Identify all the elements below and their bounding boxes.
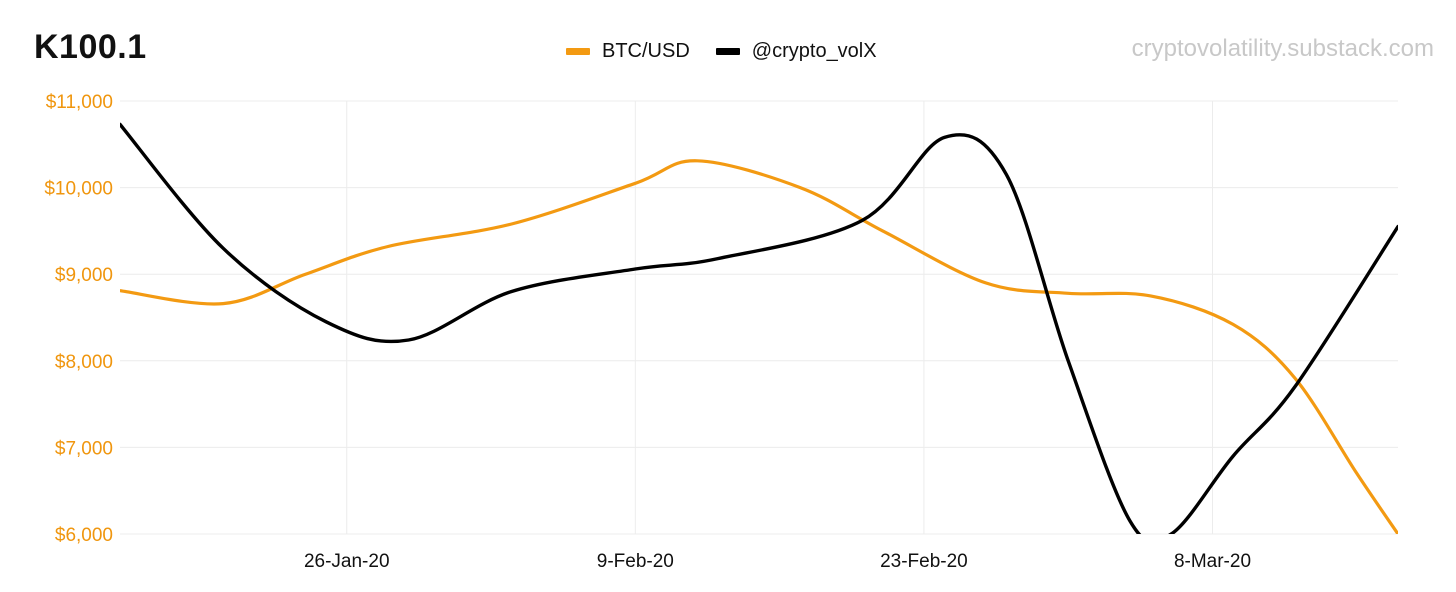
legend-item-volx: @crypto_volX [715, 40, 877, 63]
legend-swatch-btc [566, 48, 590, 55]
y-tick-label: $7,000 [55, 438, 113, 459]
watermark: cryptovolatility.substack.com [1131, 35, 1434, 62]
y-tick-label: $11,000 [46, 92, 113, 113]
legend-item-btc: BTC/USD [566, 40, 690, 63]
series-line-crypto-volx [120, 122, 1398, 534]
y-tick-label: $6,000 [55, 525, 113, 546]
y-tick-label: $9,000 [55, 265, 113, 286]
series-line-btc-usd [120, 159, 1398, 534]
x-tick-label: 23-Feb-20 [880, 551, 968, 572]
y-tick-label: $8,000 [55, 352, 113, 373]
legend-swatch-volx [715, 48, 740, 55]
y-tick-label: $10,000 [44, 179, 113, 200]
legend-label-volx: @crypto_volX [751, 40, 877, 62]
chart-title: K100.1 [34, 28, 147, 66]
x-tick-label: 9-Feb-20 [597, 551, 674, 572]
x-tick-label: 8-Mar-20 [1174, 551, 1251, 572]
x-tick-label: 26-Jan-20 [304, 551, 390, 572]
legend: BTC/USD @crypto_volX [566, 40, 903, 63]
legend-label-btc: BTC/USD [602, 40, 690, 62]
